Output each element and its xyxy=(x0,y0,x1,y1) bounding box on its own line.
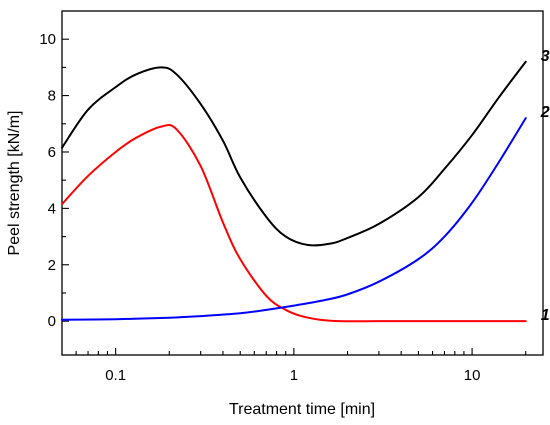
curve-label-3: 3 xyxy=(541,48,550,65)
plot-frame xyxy=(61,10,544,356)
x-tick-label: 1 xyxy=(290,367,298,384)
y-tick-label: 8 xyxy=(48,88,56,105)
x-tick-label: 10 xyxy=(464,367,481,384)
series-line-3 xyxy=(61,60,527,247)
curve-label-layer: 1 2 3 xyxy=(540,48,550,324)
series-line-1 xyxy=(61,124,527,323)
y-tick-label: 4 xyxy=(48,200,56,217)
curve-label-1: 1 xyxy=(541,307,550,324)
y-tick-label: 6 xyxy=(48,144,56,161)
series-layer xyxy=(61,60,527,323)
y-tick-label: 0 xyxy=(48,313,56,330)
series-line-2 xyxy=(61,117,527,321)
y-tick-label: 10 xyxy=(39,31,56,48)
x-tick-label: 0.1 xyxy=(105,367,126,384)
curve-label-2: 2 xyxy=(540,104,550,121)
y-axis-title: Peel strength [kN/m] xyxy=(6,111,23,256)
x-axis: 0.1 1 10 xyxy=(75,348,527,384)
y-axis: 0 2 4 6 8 10 xyxy=(39,31,69,330)
y-tick-label: 2 xyxy=(48,257,56,274)
x-axis-title: Treatment time [min] xyxy=(229,401,375,418)
